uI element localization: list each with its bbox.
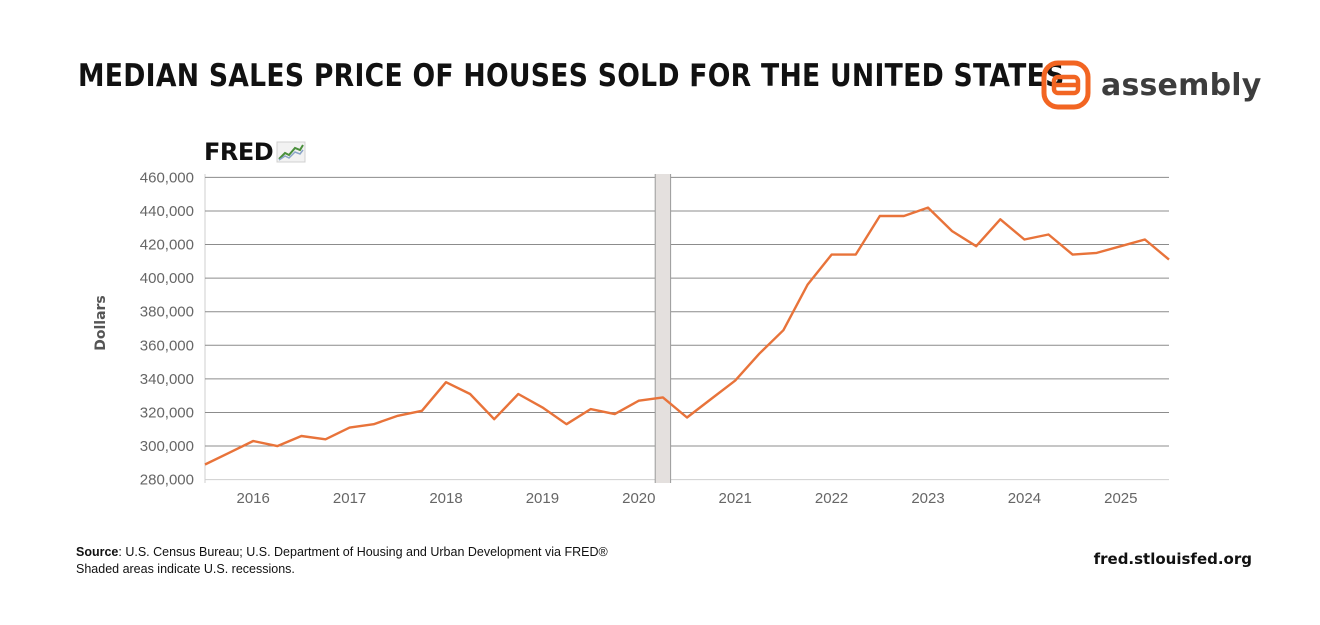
data-point [348, 426, 352, 430]
y-tick-label: 420,000 [140, 237, 194, 254]
y-tick-label: 300,000 [140, 438, 194, 455]
data-point [468, 392, 472, 396]
data-point [1071, 253, 1075, 257]
data-point [540, 405, 544, 409]
data-point [203, 463, 207, 467]
y-tick-label: 440,000 [140, 203, 194, 220]
data-point [251, 439, 255, 443]
data-point [227, 451, 231, 455]
recession-note: Shaded areas indicate U.S. recessions. [76, 562, 295, 576]
data-point [1022, 237, 1026, 241]
series-line [204, 206, 1170, 466]
x-tick-label: 2019 [526, 490, 559, 507]
x-tick-label: 2024 [1008, 490, 1041, 507]
data-point [589, 407, 593, 411]
fred-logo: FRED [204, 138, 306, 166]
data-point [757, 352, 761, 356]
x-tick-label: 2023 [911, 490, 944, 507]
data-point [444, 380, 448, 384]
data-point [565, 422, 569, 426]
y-tick-label: 320,000 [140, 404, 194, 421]
data-point [1119, 244, 1123, 248]
y-tick-label: 460,000 [140, 169, 194, 186]
x-tick-label: 2022 [815, 490, 848, 507]
trend-chart-icon [276, 141, 306, 163]
data-point [299, 434, 303, 438]
data-point [372, 422, 376, 426]
data-point [902, 214, 906, 218]
data-point [324, 437, 328, 441]
assembly-logo-icon [1041, 60, 1091, 110]
data-point [709, 397, 713, 401]
data-point [613, 412, 617, 416]
data-point [854, 253, 858, 257]
data-point [806, 283, 810, 287]
data-point [974, 244, 978, 248]
data-point [396, 414, 400, 418]
data-point [950, 229, 954, 233]
data-point [661, 395, 665, 399]
data-point [1143, 237, 1147, 241]
brand-name: assembly [1101, 67, 1262, 103]
y-tick-label: 340,000 [140, 371, 194, 388]
footer-source: Source: U.S. Census Bureau; U.S. Departm… [76, 544, 608, 578]
data-point [637, 399, 641, 403]
x-tick-label: 2025 [1104, 490, 1137, 507]
data-point [781, 328, 785, 332]
data-point [516, 392, 520, 396]
source-url[interactable]: fred.stlouisfed.org [1093, 550, 1252, 568]
x-tick-label: 2016 [237, 490, 270, 507]
source-text: : U.S. Census Bureau; U.S. Department of… [118, 545, 608, 559]
data-point [830, 253, 834, 257]
x-tick-label: 2020 [622, 490, 655, 507]
y-tick-label: 280,000 [140, 472, 194, 489]
data-point [878, 214, 882, 218]
recession-shade [655, 174, 671, 483]
data-point [998, 217, 1002, 221]
page-title: MEDIAN SALES PRICE OF HOUSES SOLD FOR TH… [78, 58, 1065, 94]
brand-logo: assembly [1041, 60, 1261, 110]
x-tick-label: 2018 [429, 490, 462, 507]
fred-logo-text: FRED [204, 138, 274, 166]
y-tick-label: 360,000 [140, 337, 194, 354]
x-tick-label: 2017 [333, 490, 366, 507]
y-tick-label: 400,000 [140, 270, 194, 287]
source-label: Source [76, 545, 119, 559]
x-tick-label: 2021 [719, 490, 752, 507]
y-tick-label: 380,000 [140, 304, 194, 321]
data-point [1047, 232, 1051, 236]
data-point [492, 417, 496, 421]
data-point [685, 416, 689, 420]
y-axis-title: Dollars [93, 295, 109, 351]
data-point [275, 444, 279, 448]
data-point [1095, 251, 1099, 255]
data-point [926, 206, 930, 210]
data-point [420, 409, 424, 413]
data-point [733, 379, 737, 383]
